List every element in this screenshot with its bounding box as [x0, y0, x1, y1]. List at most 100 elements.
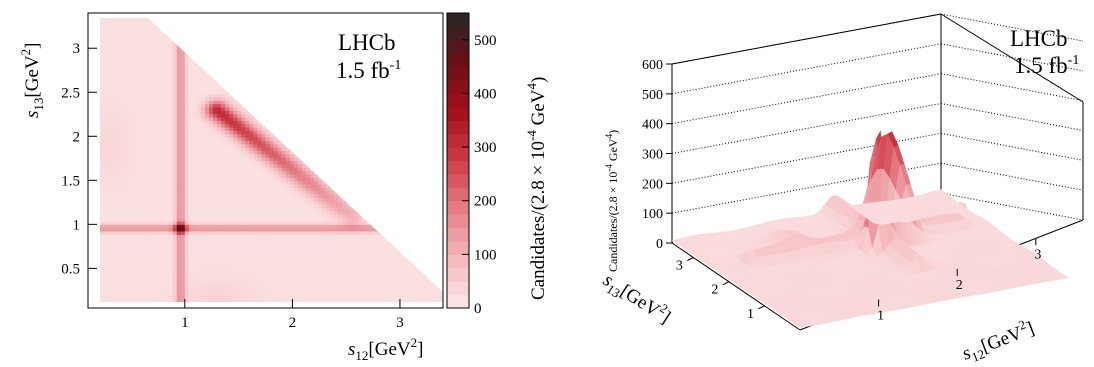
- heatmap-cell: [88, 140, 93, 144]
- heatmap-cell: [301, 167, 307, 172]
- heatmap-cell: [136, 80, 142, 84]
- heatmap-cell: [209, 120, 214, 125]
- heatmap-cell: [293, 190, 299, 195]
- heatmap-cell: [160, 113, 166, 118]
- heatmap-cell: [164, 116, 170, 121]
- heatmap-cell: [285, 123, 291, 128]
- heatmap-cell: [261, 26, 267, 31]
- heatmap-cell: [200, 254, 206, 259]
- heatmap-cell: [225, 150, 230, 155]
- heatmap-cell: [257, 93, 263, 98]
- heatmap-cell: [221, 29, 226, 34]
- heatmap-cell: [309, 264, 315, 269]
- heatmap-cell: [253, 110, 259, 115]
- heatmap-cell: [285, 163, 291, 168]
- heatmap-cell: [100, 86, 105, 91]
- heatmap-cell: [176, 234, 182, 239]
- heatmap-cell: [213, 277, 218, 282]
- heatmap-cell: [148, 173, 154, 178]
- heatmap-cell: [124, 214, 129, 219]
- heatmap-cell: [204, 130, 210, 135]
- heatmap-cell: [192, 267, 198, 272]
- heatmap-cell: [188, 80, 194, 84]
- heatmap-cell: [297, 103, 303, 108]
- heatmap-cell: [209, 110, 214, 115]
- heatmap-cell: [88, 73, 93, 77]
- heatmap-cell: [285, 194, 291, 198]
- heatmap-cell: [172, 271, 178, 276]
- heatmap-cell: [293, 244, 299, 249]
- heatmap-cell: [273, 116, 279, 121]
- heatmap-cell: [213, 251, 218, 255]
- heatmap-cell: [132, 220, 138, 225]
- heatmap-cell: [200, 120, 206, 125]
- heatmap-cell: [192, 224, 198, 229]
- heatmap-cell: [108, 90, 113, 95]
- heatmap-cell: [269, 254, 275, 259]
- heatmap-cell: [164, 251, 170, 255]
- heatmap-cell: [168, 217, 174, 222]
- heatmap-cell: [204, 63, 210, 68]
- heatmap-cell: [152, 150, 158, 155]
- heatmap-cell: [88, 164, 93, 168]
- heatmap-cell: [229, 59, 234, 64]
- heatmap-cell: [192, 23, 198, 28]
- heatmap-cell: [281, 240, 287, 245]
- heatmap-cell: [136, 143, 142, 148]
- heatmap-cell: [184, 254, 190, 259]
- heatmap-cell: [116, 224, 121, 229]
- heatmap-cell: [164, 160, 170, 165]
- heatmap-cell: [277, 130, 283, 135]
- heatmap-cell: [132, 180, 138, 185]
- heatmap-cell: [309, 271, 315, 276]
- heatmap-cell: [88, 184, 93, 188]
- heatmap-cell: [313, 133, 319, 138]
- heatmap-cell: [285, 59, 291, 64]
- heatmap-cell: [108, 190, 113, 195]
- heatmap-cell: [88, 70, 93, 74]
- heatmap-cell: [257, 230, 263, 235]
- heatmap-cell: [124, 18, 129, 21]
- heatmap-cell: [92, 238, 97, 242]
- heatmap-cell: [209, 194, 214, 198]
- heatmap-cell: [108, 284, 113, 289]
- heatmap-cell: [309, 93, 315, 98]
- heatmap-cell: [213, 49, 218, 54]
- heatmap-cell: [290, 13, 295, 17]
- heatmap-cell: [156, 147, 162, 152]
- heatmap-cell: [88, 231, 93, 235]
- heatmap-cell: [168, 194, 174, 198]
- heatmap-cell: [124, 230, 129, 235]
- heatmap-cell: [188, 36, 194, 41]
- heatmap-cell: [180, 39, 186, 44]
- heatmap-cell: [249, 183, 254, 188]
- heatmap-cell: [293, 123, 299, 128]
- heatmap-cell: [261, 257, 267, 262]
- heatmap-cell: [88, 114, 93, 118]
- heatmap-cell: [217, 173, 222, 178]
- heatmap-cell: [313, 163, 319, 168]
- heatmap-cell: [132, 197, 138, 202]
- heatmap-cell: [200, 59, 206, 64]
- heatmap-cell: [204, 123, 210, 128]
- heatmap-cell: [132, 261, 138, 266]
- heatmap-cell: [229, 90, 234, 95]
- heatmap-cell: [305, 274, 311, 279]
- heatmap-cell: [88, 33, 93, 37]
- heatmap-cell: [176, 130, 182, 135]
- heatmap-cell: [204, 240, 210, 245]
- heatmap-cell: [277, 110, 283, 115]
- heatmap-cell: [241, 173, 246, 178]
- heatmap-cell: [144, 234, 150, 239]
- heatmap-cell: [120, 126, 125, 131]
- heatmap-cell: [116, 110, 121, 115]
- heatmap-cell: [152, 257, 158, 262]
- heatmap-cell: [293, 46, 299, 51]
- heatmap-cell: [124, 49, 129, 54]
- heatmap-cell: [152, 224, 158, 229]
- heatmap-cell: [261, 153, 267, 158]
- heatmap-cell: [172, 133, 178, 138]
- heatmap-cell: [188, 116, 194, 121]
- heatmap-cell: [265, 163, 271, 168]
- heatmap-cell: [120, 291, 125, 296]
